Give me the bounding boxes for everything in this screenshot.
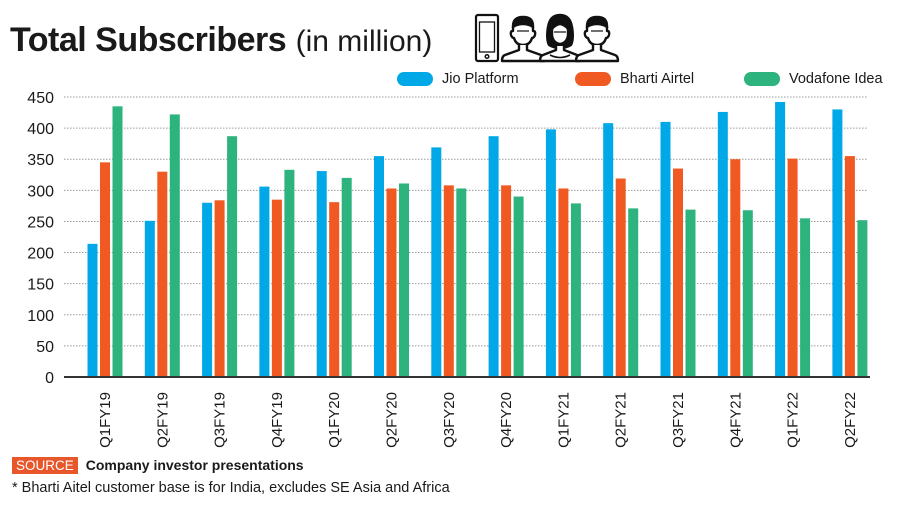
- legend-label-vodafone: Vodafone Idea: [789, 71, 883, 87]
- bar-bharti-airtel-q1fy21: [558, 188, 569, 377]
- bar-vodafone-idea-q3fy19: [227, 136, 238, 377]
- bar-vodafone-idea-q1fy19: [112, 106, 123, 377]
- bar-jio-platform-q4fy20: [488, 136, 499, 377]
- bar-vodafone-idea-q4fy19: [284, 169, 295, 377]
- x-tick-label: Q2FY20: [384, 392, 401, 448]
- legend-label-jio: Jio Platform: [442, 71, 519, 87]
- legend: Jio Platform Bharti Airtel Vodafone Idea: [395, 70, 895, 88]
- bar-bharti-airtel-q1fy20: [329, 202, 340, 377]
- bar-jio-platform-q1fy19: [87, 243, 98, 377]
- bar-vodafone-idea-q2fy21: [628, 208, 639, 377]
- legend-swatch-vodafone: [744, 72, 780, 86]
- bar-bharti-airtel-q2fy19: [157, 171, 168, 377]
- man-icon: [574, 15, 620, 63]
- bar-jio-platform-q3fy21: [660, 121, 671, 377]
- y-tick-label: 300: [27, 183, 54, 200]
- x-tick-label: Q3FY20: [441, 392, 458, 448]
- bar-bharti-airtel-q1fy22: [787, 158, 798, 377]
- x-tick-label: Q4FY20: [498, 392, 515, 448]
- bar-vodafone-idea-q4fy20: [513, 196, 524, 377]
- legend-item-airtel: Bharti Airtel: [575, 70, 694, 88]
- bar-jio-platform-q4fy19: [259, 186, 270, 377]
- bar-vodafone-idea-q1fy20: [341, 177, 352, 377]
- bar-bharti-airtel-q2fy20: [386, 188, 397, 377]
- x-tick-label: Q1FY21: [555, 392, 572, 448]
- title-main: Total Subscribers: [10, 21, 287, 59]
- y-tick-label: 400: [27, 121, 54, 138]
- legend-swatch-airtel: [575, 72, 611, 86]
- y-tick-label: 200: [27, 246, 54, 263]
- bar-jio-platform-q1fy21: [545, 129, 556, 377]
- bar-bharti-airtel-q4fy21: [730, 159, 741, 377]
- x-tick-label: Q4FY21: [727, 392, 744, 448]
- smartphone-icon: [474, 13, 500, 63]
- x-axis-ticks: Q1FY19 Q2FY19 Q3FY19 Q4FY19 Q1FY20 Q2FY20 Q3FY…: [97, 392, 859, 448]
- x-tick-label: Q2FY22: [842, 392, 859, 448]
- x-tick-label: Q3FY19: [212, 392, 229, 448]
- bar-vodafone-idea-q3fy20: [456, 188, 467, 377]
- chart-title: Total Subscribers (in million): [10, 18, 432, 64]
- bar-jio-platform-q1fy20: [316, 171, 327, 377]
- bar-jio-platform-q3fy20: [431, 147, 442, 377]
- bar-jio-platform-q2fy20: [374, 156, 384, 377]
- y-tick-label: 50: [36, 339, 54, 356]
- bar-vodafone-idea-q2fy22: [857, 220, 868, 377]
- y-tick-label: 0: [45, 370, 54, 387]
- bar-jio-platform-q2fy22: [832, 109, 843, 377]
- bar-bharti-airtel-q3fy20: [443, 185, 454, 377]
- y-tick-label: 450: [27, 90, 54, 107]
- bar-jio-platform-q2fy21: [603, 123, 614, 377]
- y-tick-label: 250: [27, 214, 54, 231]
- x-tick-label: Q1FY20: [326, 392, 343, 448]
- x-tick-label: Q2FY19: [154, 392, 171, 448]
- bar-bharti-airtel-q3fy21: [673, 168, 683, 377]
- bar-jio-platform-q3fy19: [202, 202, 213, 377]
- legend-swatch-jio: [397, 72, 433, 86]
- bar-vodafone-idea-q1fy21: [570, 203, 581, 377]
- bar-vodafone-idea-q3fy21: [685, 209, 696, 377]
- x-tick-label: Q1FY22: [785, 392, 802, 448]
- bar-bharti-airtel-q2fy21: [615, 178, 626, 377]
- woman-icon: [538, 13, 582, 63]
- bar-bharti-airtel-q2fy22: [844, 156, 855, 377]
- bar-vodafone-idea-q1fy22: [800, 218, 811, 377]
- x-tick-label: Q3FY21: [670, 392, 687, 448]
- bar-jio-platform-q4fy21: [717, 111, 728, 377]
- x-tick-label: Q4FY19: [269, 392, 286, 448]
- source-badge: SOURCE: [12, 456, 78, 474]
- legend-item-jio: Jio Platform: [397, 70, 519, 88]
- bar-jio-platform-q2fy19: [144, 220, 155, 377]
- y-axis-ticks: 0 50 100 150 200 250 300 350 400 450: [27, 90, 54, 387]
- y-tick-label: 150: [27, 277, 54, 294]
- bar-jio-platform-q1fy22: [775, 101, 786, 377]
- y-tick-label: 350: [27, 152, 54, 169]
- bar-bharti-airtel-q4fy20: [501, 185, 512, 377]
- bar-chart: 0 50 100 150 200 250 300 350 400 450 Q1FY19 Q2FY19…: [27, 90, 870, 448]
- bar-vodafone-idea-q4fy21: [742, 210, 753, 377]
- subscriber-icons: [474, 13, 620, 63]
- y-tick-label: 100: [27, 308, 54, 325]
- source-text: Company investor presentations: [85, 457, 304, 473]
- bar-bharti-airtel-q1fy19: [100, 162, 110, 377]
- legend-label-airtel: Bharti Airtel: [620, 71, 695, 87]
- x-tick-label: Q2FY21: [613, 392, 630, 448]
- bars: [87, 101, 868, 377]
- footnote: * Bharti Aitel customer base is for Indi…: [12, 480, 450, 496]
- x-tick-label: Q1FY19: [97, 392, 114, 448]
- source-line: SOURCE Company investor presentations: [12, 456, 304, 474]
- bar-vodafone-idea-q2fy19: [169, 114, 180, 377]
- legend-item-vodafone: Vodafone Idea: [744, 70, 883, 88]
- bar-bharti-airtel-q4fy19: [271, 199, 282, 377]
- title-unit: (in million): [295, 25, 433, 58]
- bar-vodafone-idea-q2fy20: [399, 183, 409, 377]
- bar-bharti-airtel-q3fy19: [214, 200, 225, 377]
